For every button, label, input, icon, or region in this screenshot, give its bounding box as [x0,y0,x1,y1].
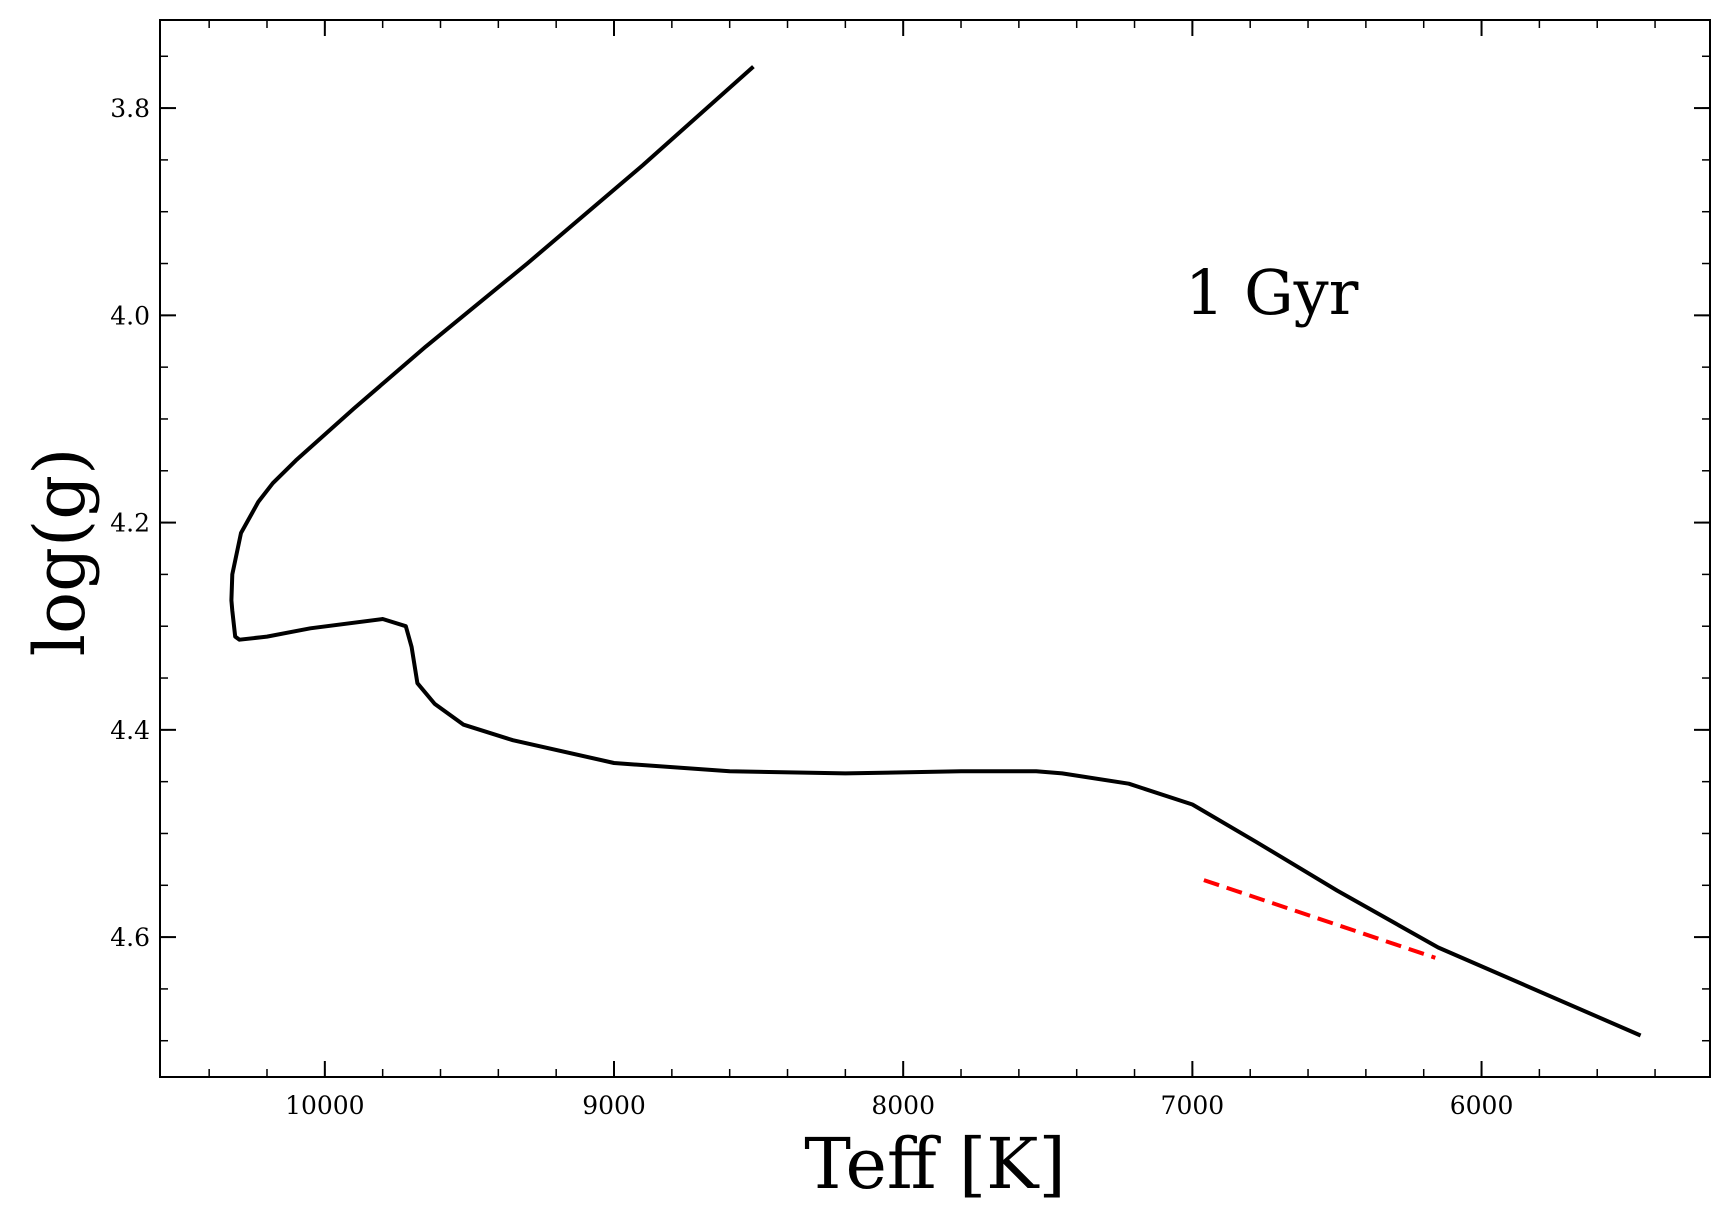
y-tick-label: 3.8 [110,94,150,123]
x-axis-label: Teff [K] [804,1123,1066,1205]
x-tick-labels: 10000 9000 8000 7000 6000 [285,1091,1513,1120]
y-tick-label: 4.4 [110,716,150,745]
y-tick-label: 4.2 [110,509,150,538]
x-tick-label: 10000 [285,1091,365,1120]
x-tick-label: 9000 [582,1091,646,1120]
ticks-layer [160,20,1710,1077]
y-tick-label: 4.0 [110,301,150,330]
isochrone-line [229,65,1642,1038]
series-layer [229,65,1642,1038]
y-tick-label: 4.6 [110,923,150,952]
plot-frame [159,19,1711,1078]
x-tick-label: 8000 [871,1091,935,1120]
y-tick-labels: 3.8 4.0 4.2 4.4 4.6 [110,94,150,952]
red-dashed-line [1203,878,1436,960]
x-tick-label: 7000 [1161,1091,1225,1120]
age-annotation: 1 Gyr [1185,256,1359,329]
x-tick-label: 6000 [1450,1091,1514,1120]
y-axis-label: log(g) [19,448,101,657]
